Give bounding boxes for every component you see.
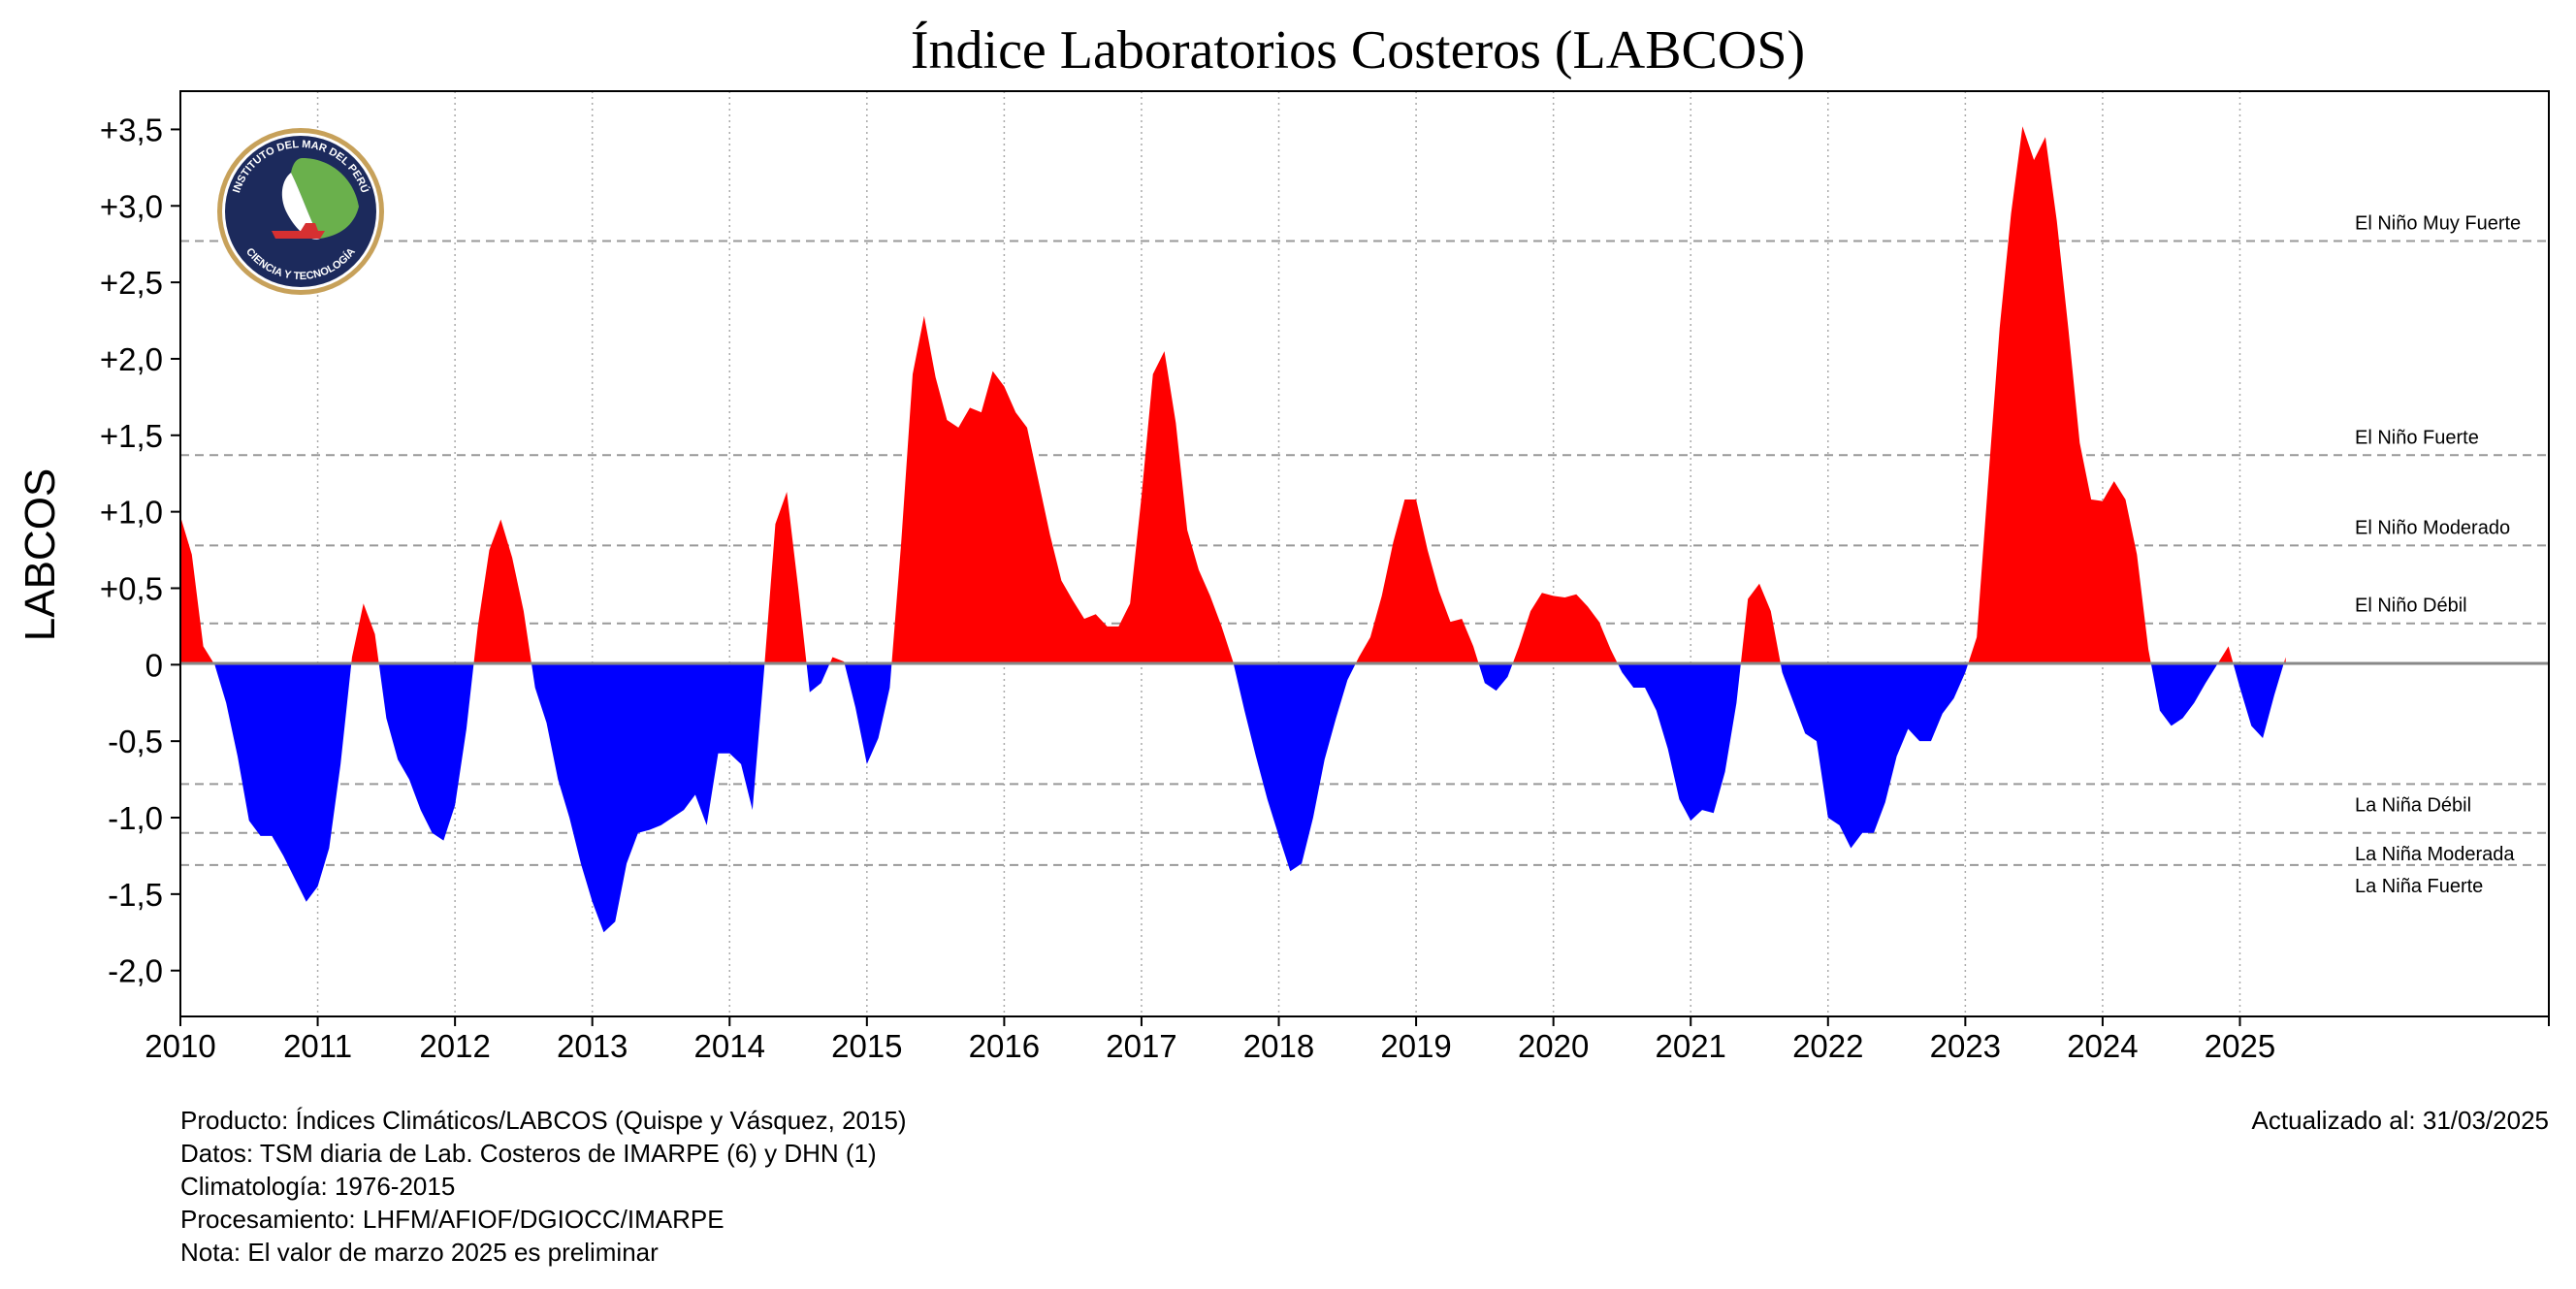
threshold-label: El Niño Muy Fuerte (2355, 213, 2521, 235)
x-tick-label: 2025 (2205, 1028, 2275, 1064)
y-axis-label: LABCOS (16, 468, 64, 642)
imarpe-logo: INSTITUTO DEL MAR DEL PERÚ CIENCIA Y TEC… (217, 128, 384, 295)
threshold-label: El Niño Débil (2355, 596, 2467, 617)
x-axis: 2010 2011 2012 2013 2014 2015 2016 2017 2018 2019… (145, 1016, 2550, 1064)
x-tick-label: 2020 (1518, 1028, 1589, 1064)
y-tick-label: +1,0 (100, 495, 163, 531)
threshold-label: La Niña Débil (2355, 794, 2471, 816)
threshold-label: El Niño Fuerte (2355, 427, 2479, 448)
y-tick-label: -1,0 (108, 800, 163, 836)
plot-frame (179, 90, 2550, 1017)
x-tick-label: 2010 (145, 1028, 215, 1064)
threshold-lines: El Niño Muy Fuerte El Niño Fuerte El Niño … (180, 213, 2549, 897)
x-tick-label: 2022 (1792, 1028, 1863, 1064)
y-tick-label: 0 (145, 647, 163, 683)
x-tick-label: 2014 (694, 1028, 765, 1064)
x-tick-label: 2021 (1656, 1028, 1726, 1064)
x-tick-label: 2023 (1930, 1028, 2001, 1064)
threshold-label: El Niño Moderado (2355, 517, 2510, 538)
x-tick-label: 2019 (1380, 1028, 1451, 1064)
y-tick-label: +2,5 (100, 265, 163, 301)
footer-product: Producto: Índices Climáticos/LABCOS (Qui… (180, 1106, 907, 1135)
negative-area (180, 664, 2286, 933)
y-tick-label: -2,0 (108, 953, 163, 989)
chart-title: Índice Laboratorios Costeros (LABCOS) (911, 20, 1805, 81)
footer-data-source: Datos: TSM diaria de Lab. Costeros de IM… (180, 1139, 877, 1168)
x-tick-label: 2016 (969, 1028, 1040, 1064)
x-tick-label: 2017 (1106, 1028, 1176, 1064)
footer-note: Nota: El valor de marzo 2025 es prelimin… (180, 1238, 659, 1267)
y-tick-label: -0,5 (108, 724, 163, 759)
footer-processing: Procesamiento: LHFM/AFIOF/DGIOCC/IMARPE (180, 1205, 724, 1234)
x-tick-label: 2011 (283, 1028, 352, 1064)
x-tick-label: 2015 (831, 1028, 902, 1064)
threshold-label: La Niña Fuerte (2355, 876, 2483, 897)
y-tick-label: +1,5 (100, 418, 163, 454)
x-tick-label: 2012 (419, 1028, 490, 1064)
x-tick-label: 2018 (1243, 1028, 1314, 1064)
index-areas (180, 126, 2286, 933)
footer-notes: Producto: Índices Climáticos/LABCOS (Qui… (180, 1104, 907, 1269)
y-tick-label: +2,0 (100, 341, 163, 377)
x-tick-label: 2024 (2067, 1028, 2138, 1064)
y-axis: +3,5 +3,0 +2,5 +2,0 +1,5 +1,0 +0,5 0 -0,5 -1,0 -1,… (100, 112, 180, 989)
y-tick-label: +0,5 (100, 570, 163, 606)
y-tick-label: +3,0 (100, 188, 163, 224)
x-tick-label: 2013 (557, 1028, 628, 1064)
y-tick-label: +3,5 (100, 112, 163, 147)
y-tick-label: -1,5 (108, 877, 163, 913)
threshold-label: La Niña Moderada (2355, 844, 2515, 865)
footer-climatology: Climatología: 1976-2015 (180, 1172, 456, 1201)
footer-updated: Actualizado al: 31/03/2025 (2251, 1106, 2549, 1135)
positive-area (180, 126, 2286, 665)
